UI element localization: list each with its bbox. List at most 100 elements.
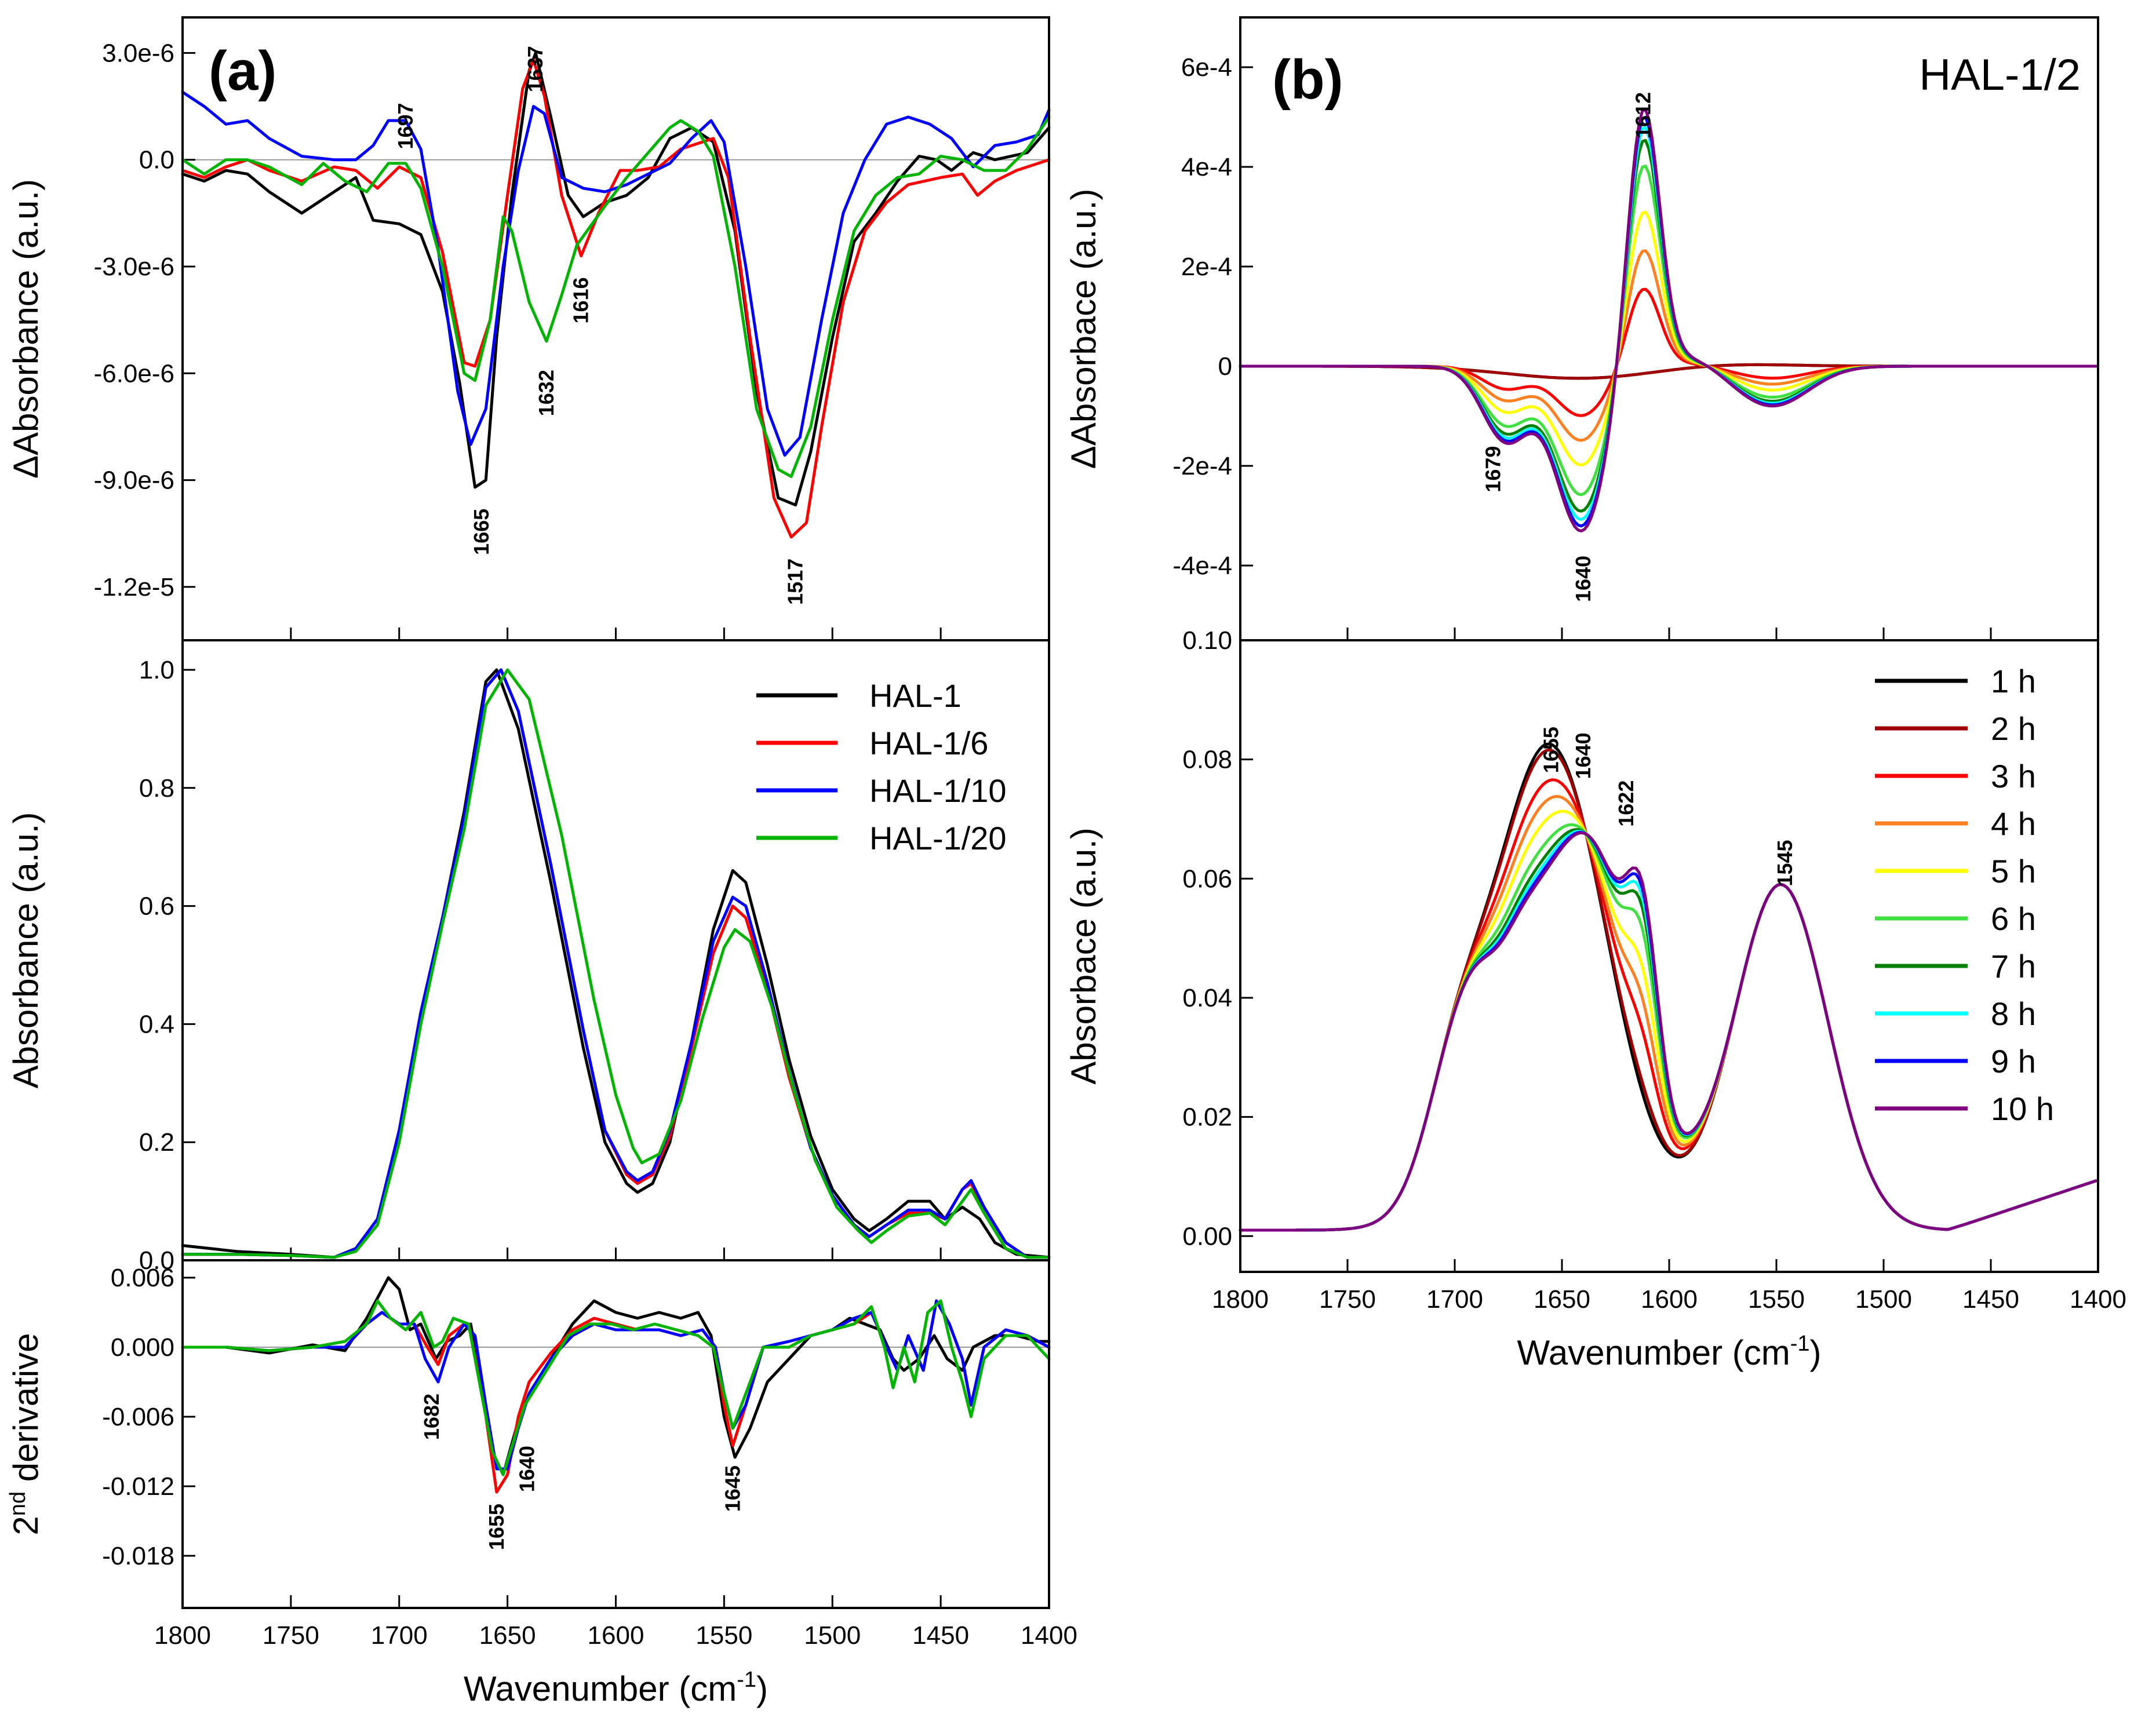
peak-annotation: 1632 bbox=[534, 370, 558, 416]
series-line-8h bbox=[1239, 830, 2097, 1232]
y-tick-label: 1.0 bbox=[139, 656, 174, 684]
y-tick-label: -0.006 bbox=[102, 1403, 174, 1431]
series-line-3 bbox=[181, 115, 1051, 478]
series-line-0 bbox=[181, 1276, 1051, 1476]
x-axis-title: Wavenumber (cm-1) bbox=[464, 1668, 768, 1708]
peak-annotation: 1640 bbox=[1571, 732, 1595, 779]
panel-label-b: (b) bbox=[1272, 49, 1343, 111]
y-tick-label: 0.6 bbox=[139, 892, 174, 921]
legend-label: 5 h bbox=[1991, 853, 2036, 889]
legend-label: 3 h bbox=[1991, 758, 2036, 794]
y-axis-title: Absorbance (a.u.) bbox=[6, 812, 45, 1089]
x-tick-label: 1750 bbox=[263, 1621, 319, 1650]
peak-annotation: 1645 bbox=[720, 1465, 744, 1512]
y-tick-label: 0.10 bbox=[1182, 626, 1232, 655]
y-axis-title: Absorbace (a.u.) bbox=[1064, 827, 1103, 1085]
peak-annotation: 1640 bbox=[515, 1446, 538, 1492]
legend-label: HAL-1/10 bbox=[869, 772, 1007, 809]
x-tick-label: 1550 bbox=[1748, 1285, 1805, 1314]
y-axis-title: ΔAbsorbance (a.u.) bbox=[6, 179, 45, 479]
legend-label: 4 h bbox=[1991, 805, 2036, 842]
x-axis-title: Wavenumber (cm-1) bbox=[1517, 1332, 1822, 1372]
peak-annotation: 1637 bbox=[523, 46, 547, 92]
y-tick-label: 4e-4 bbox=[1181, 153, 1232, 181]
plot-frame bbox=[181, 1259, 1050, 1609]
series-line-5h bbox=[1239, 809, 2097, 1232]
legend-label: 9 h bbox=[1991, 1043, 2036, 1079]
peak-annotation: 1616 bbox=[569, 277, 593, 323]
y-tick-label: 0.06 bbox=[1182, 865, 1232, 893]
x-tick-label: 1650 bbox=[479, 1621, 536, 1650]
y-tick-label: 0.000 bbox=[111, 1333, 174, 1362]
panel-label-a: (a) bbox=[209, 40, 276, 102]
y-tick-label: 0.0 bbox=[139, 1246, 174, 1275]
y-tick-label: -1.2e-5 bbox=[94, 573, 174, 601]
x-tick-label: 1450 bbox=[1962, 1285, 2019, 1314]
series-line-hal-1-20 bbox=[181, 668, 1051, 1259]
x-tick-label: 1400 bbox=[2070, 1285, 2126, 1314]
series-line-1h bbox=[1239, 742, 2097, 1232]
y-tick-label: 0.2 bbox=[139, 1128, 174, 1157]
peak-annotation: 1665 bbox=[469, 509, 493, 555]
legend-label: 1 h bbox=[1991, 663, 2036, 699]
legend-label: HAL-1/20 bbox=[869, 820, 1007, 856]
legend-label: 2 h bbox=[1991, 710, 2036, 747]
x-tick-label: 1500 bbox=[1855, 1285, 1912, 1314]
y-tick-label: 6e-4 bbox=[1181, 53, 1232, 82]
y-tick-label: 2e-4 bbox=[1181, 253, 1232, 281]
series-line-hal-1-10 bbox=[181, 668, 1051, 1259]
x-tick-label: 1750 bbox=[1319, 1285, 1376, 1314]
peak-annotation: 1545 bbox=[1773, 840, 1797, 886]
y-tick-label: -3.0e-6 bbox=[94, 253, 174, 281]
y-tick-label: 0.08 bbox=[1182, 746, 1232, 774]
series-line-6h bbox=[1239, 823, 2097, 1232]
x-tick-label: 1400 bbox=[1021, 1621, 1077, 1650]
y-tick-label: 0.8 bbox=[139, 774, 174, 803]
series-line-3h bbox=[1239, 778, 2097, 1232]
plot-frame bbox=[1239, 639, 2099, 1273]
panel-b-bottom-chart: 0.10 0.08 0.06 0.04 0.02 0.00 1800 1750 1700 1650… bbox=[1064, 626, 2126, 1372]
panel-a-bottom-chart: 0.006 0.000 -0.006 -0.012 -0.018 1800 1750 1700… bbox=[6, 1259, 1077, 1708]
y-tick-label: -4e-4 bbox=[1172, 552, 1232, 580]
y-tick-label: 0.006 bbox=[111, 1264, 174, 1292]
peak-annotation: 1640 bbox=[1571, 556, 1595, 602]
legend-label: 8 h bbox=[1991, 995, 2036, 1032]
y-tick-label: 0.02 bbox=[1182, 1103, 1232, 1132]
y-tick-label: 0.0 bbox=[139, 146, 174, 174]
x-tick-label: 1800 bbox=[154, 1621, 211, 1650]
series-line-10h bbox=[1239, 831, 2097, 1232]
chart-title: HAL-1/2 bbox=[1919, 50, 2081, 100]
x-tick-label: 1600 bbox=[1641, 1285, 1698, 1314]
y-tick-label: 0.4 bbox=[139, 1010, 174, 1038]
legend-label: HAL-1/6 bbox=[869, 725, 988, 761]
x-tick-label: 1600 bbox=[588, 1621, 644, 1650]
y-tick-label: 0.00 bbox=[1182, 1222, 1232, 1250]
y-tick-label: 0 bbox=[1218, 352, 1232, 381]
series-line-3 bbox=[181, 1299, 1051, 1476]
series-line-9h bbox=[1239, 830, 2097, 1232]
peak-annotation: 1655 bbox=[485, 1504, 508, 1550]
series-line-7h bbox=[1239, 828, 2097, 1232]
x-tick-label: 1550 bbox=[695, 1621, 752, 1650]
series-line-0 bbox=[181, 51, 1051, 507]
peak-annotation: 1612 bbox=[1631, 92, 1655, 138]
peak-annotation: 1679 bbox=[1481, 446, 1505, 493]
series-line-2 bbox=[181, 90, 1051, 457]
y-tick-label: -2e-4 bbox=[1172, 452, 1232, 480]
x-tick-label: 1700 bbox=[371, 1621, 428, 1650]
x-tick-label: 1450 bbox=[912, 1621, 969, 1650]
y-tick-label: -9.0e-6 bbox=[94, 466, 174, 495]
x-tick-label: 1800 bbox=[1212, 1285, 1269, 1314]
panel-a-middle-chart: 0.0 0.2 0.4 0.6 0.8 1.0 Absorbance (a.u.) HAL-1… bbox=[6, 639, 1051, 1275]
legend-label: 6 h bbox=[1991, 900, 2036, 937]
series-line-2 bbox=[181, 1299, 1051, 1471]
y-tick-label: -6.0e-6 bbox=[94, 359, 174, 388]
peak-annotation: 1655 bbox=[1539, 727, 1563, 773]
legend-label: 10 h bbox=[1991, 1091, 2054, 1127]
x-tick-label: 1700 bbox=[1426, 1285, 1483, 1314]
peak-annotation: 1517 bbox=[784, 559, 807, 605]
panel-b-top-chart: 6e-4 4e-4 2e-4 0 -2e-4 -4e-4 1612 1679 1640 ΔAbso… bbox=[1064, 16, 2099, 641]
panel-a-top-chart: 3.0e-6 0.0 -3.0e-6 -6.0e-6 -9.0e-6 -1.2e-5 169… bbox=[6, 16, 1051, 641]
y-axis-title: 2nd derivative bbox=[6, 1333, 45, 1535]
